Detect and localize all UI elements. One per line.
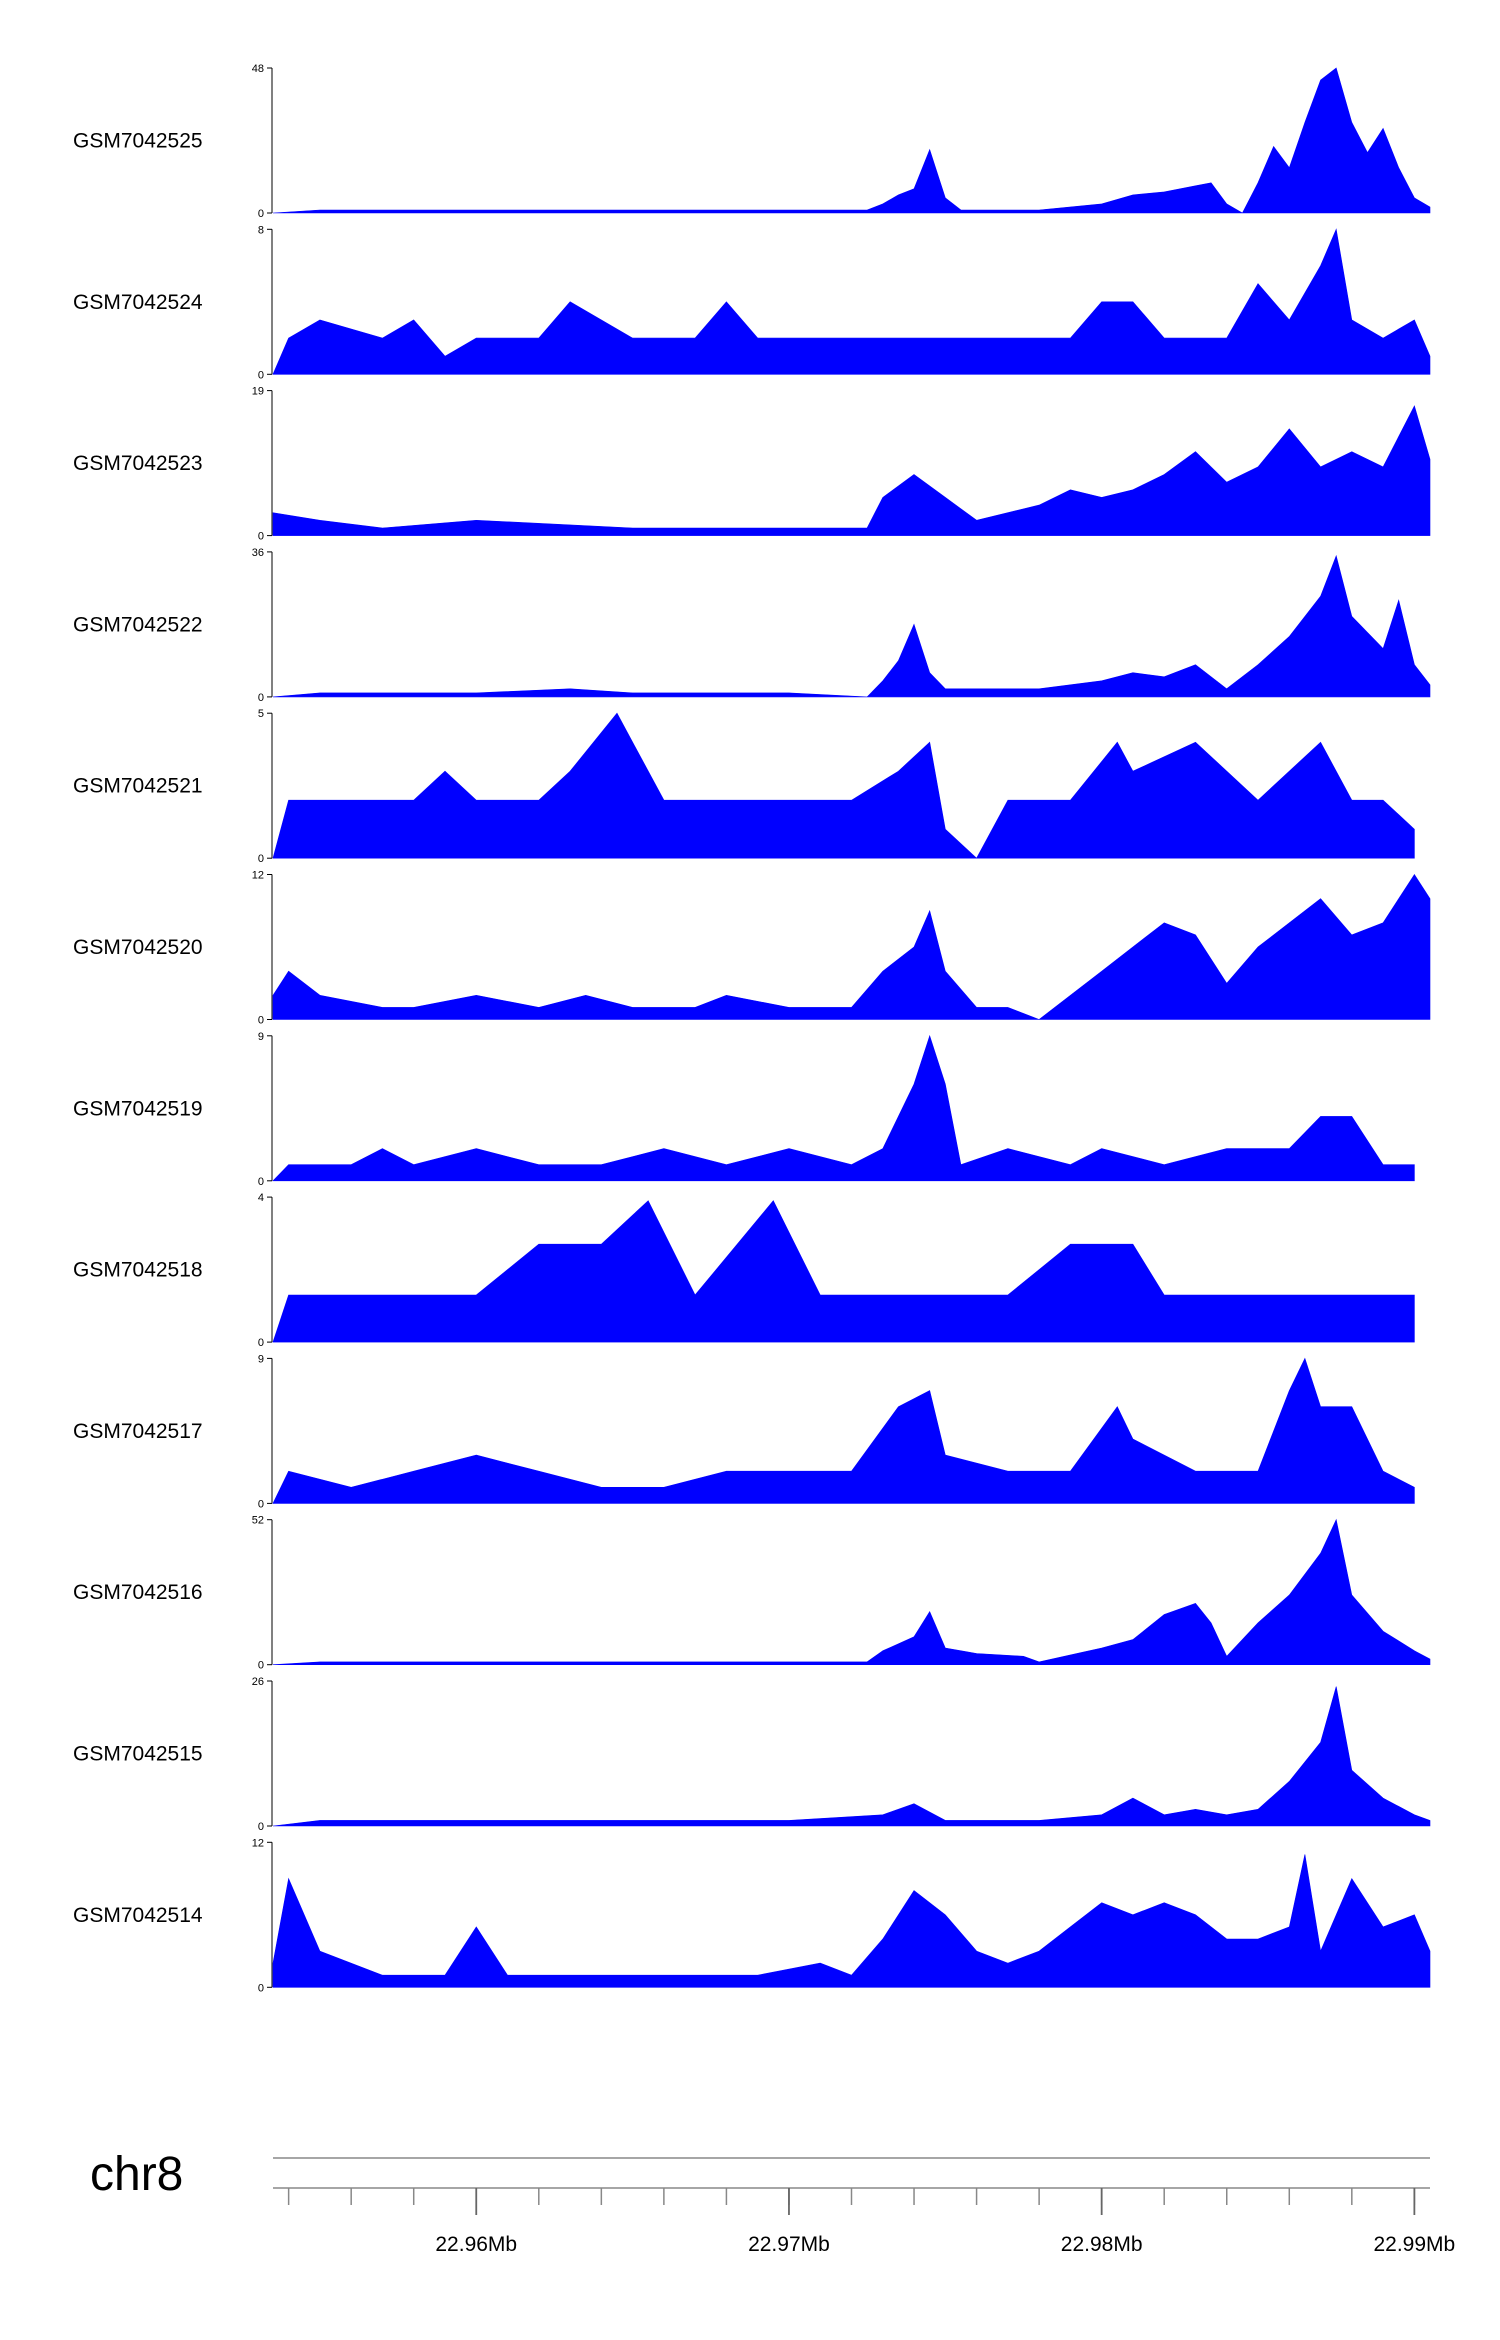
track-GSM7042525: GSM7042525 48 0 — [73, 63, 1431, 220]
y-min-label: 0 — [258, 1660, 264, 1672]
y-max-label: 9 — [258, 1031, 264, 1043]
y-max-label: 8 — [258, 224, 264, 236]
track-GSM7042522: GSM7042522 36 0 — [73, 547, 1431, 704]
track-GSM7042516: GSM7042516 52 0 — [73, 1515, 1431, 1672]
y-min-label: 0 — [258, 1337, 264, 1349]
track-label: GSM7042518 — [73, 1259, 203, 1282]
y-min-label: 0 — [258, 1015, 264, 1027]
y-min-label: 0 — [258, 692, 264, 704]
track-GSM7042518: GSM7042518 4 0 — [73, 1192, 1415, 1349]
track-label: GSM7042516 — [73, 1581, 203, 1604]
track-GSM7042521: GSM7042521 5 0 — [73, 708, 1415, 865]
y-min-label: 0 — [258, 1176, 264, 1188]
axis-tick-label: 22.97Mb — [748, 2233, 830, 2256]
track-label: GSM7042514 — [73, 1904, 203, 1927]
coverage-area — [272, 554, 1431, 698]
track-GSM7042523: GSM7042523 19 0 — [73, 386, 1431, 543]
axis-tick-label: 22.96Mb — [435, 2233, 517, 2256]
track-GSM7042519: GSM7042519 9 0 — [73, 1031, 1415, 1188]
y-max-label: 52 — [252, 1515, 264, 1527]
coverage-area — [272, 1854, 1431, 1988]
track-label: GSM7042521 — [73, 775, 203, 798]
track-GSM7042524: GSM7042524 8 0 — [73, 224, 1431, 381]
track-label: GSM7042519 — [73, 1097, 203, 1120]
track-label: GSM7042520 — [73, 936, 203, 959]
y-max-label: 36 — [252, 547, 264, 559]
axis-tick-label: 22.99Mb — [1373, 2233, 1455, 2256]
y-max-label: 12 — [252, 870, 264, 882]
coverage-area — [272, 1034, 1415, 1182]
y-max-label: 5 — [258, 708, 264, 720]
track-label: GSM7042524 — [73, 291, 203, 314]
y-max-label: 4 — [258, 1192, 264, 1204]
coverage-area — [272, 228, 1431, 375]
y-max-label: 19 — [252, 386, 264, 398]
track-GSM7042520: GSM7042520 12 0 — [73, 870, 1431, 1027]
y-min-label: 0 — [258, 369, 264, 381]
track-GSM7042514: GSM7042514 12 0 — [73, 1837, 1431, 1994]
y-min-label: 0 — [258, 208, 264, 220]
y-max-label: 26 — [252, 1676, 264, 1688]
coverage-area — [272, 712, 1415, 859]
y-max-label: 9 — [258, 1353, 264, 1365]
coverage-area — [272, 405, 1431, 536]
track-label: GSM7042517 — [73, 1420, 203, 1443]
coverage-area — [272, 873, 1431, 1020]
track-label: GSM7042515 — [73, 1743, 203, 1766]
chromosome-label: chr8 — [90, 2148, 183, 2201]
y-min-label: 0 — [258, 1982, 264, 1994]
axis-tick-label: 22.98Mb — [1061, 2233, 1143, 2256]
coverage-area — [272, 1686, 1431, 1827]
y-min-label: 0 — [258, 1498, 264, 1510]
coverage-area — [272, 1518, 1431, 1665]
y-min-label: 0 — [258, 531, 264, 543]
y-min-label: 0 — [258, 1821, 264, 1833]
track-label: GSM7042522 — [73, 613, 203, 636]
genome-axis: chr8 22.96Mb 22.97Mb 22.98Mb 22.99Mb — [90, 2148, 1455, 2256]
y-max-label: 48 — [252, 63, 264, 75]
track-GSM7042517: GSM7042517 9 0 — [73, 1353, 1415, 1510]
coverage-area — [272, 1357, 1415, 1504]
coverage-area — [272, 67, 1431, 214]
track-label: GSM7042525 — [73, 130, 203, 153]
track-label: GSM7042523 — [73, 452, 203, 475]
tracks-layer: GSM7042525480GSM704252480GSM7042523190GS… — [73, 63, 1431, 1994]
y-max-label: 12 — [252, 1837, 264, 1849]
coverage-area — [272, 1200, 1415, 1343]
track-GSM7042515: GSM7042515 26 0 — [73, 1676, 1431, 1833]
y-min-label: 0 — [258, 853, 264, 865]
